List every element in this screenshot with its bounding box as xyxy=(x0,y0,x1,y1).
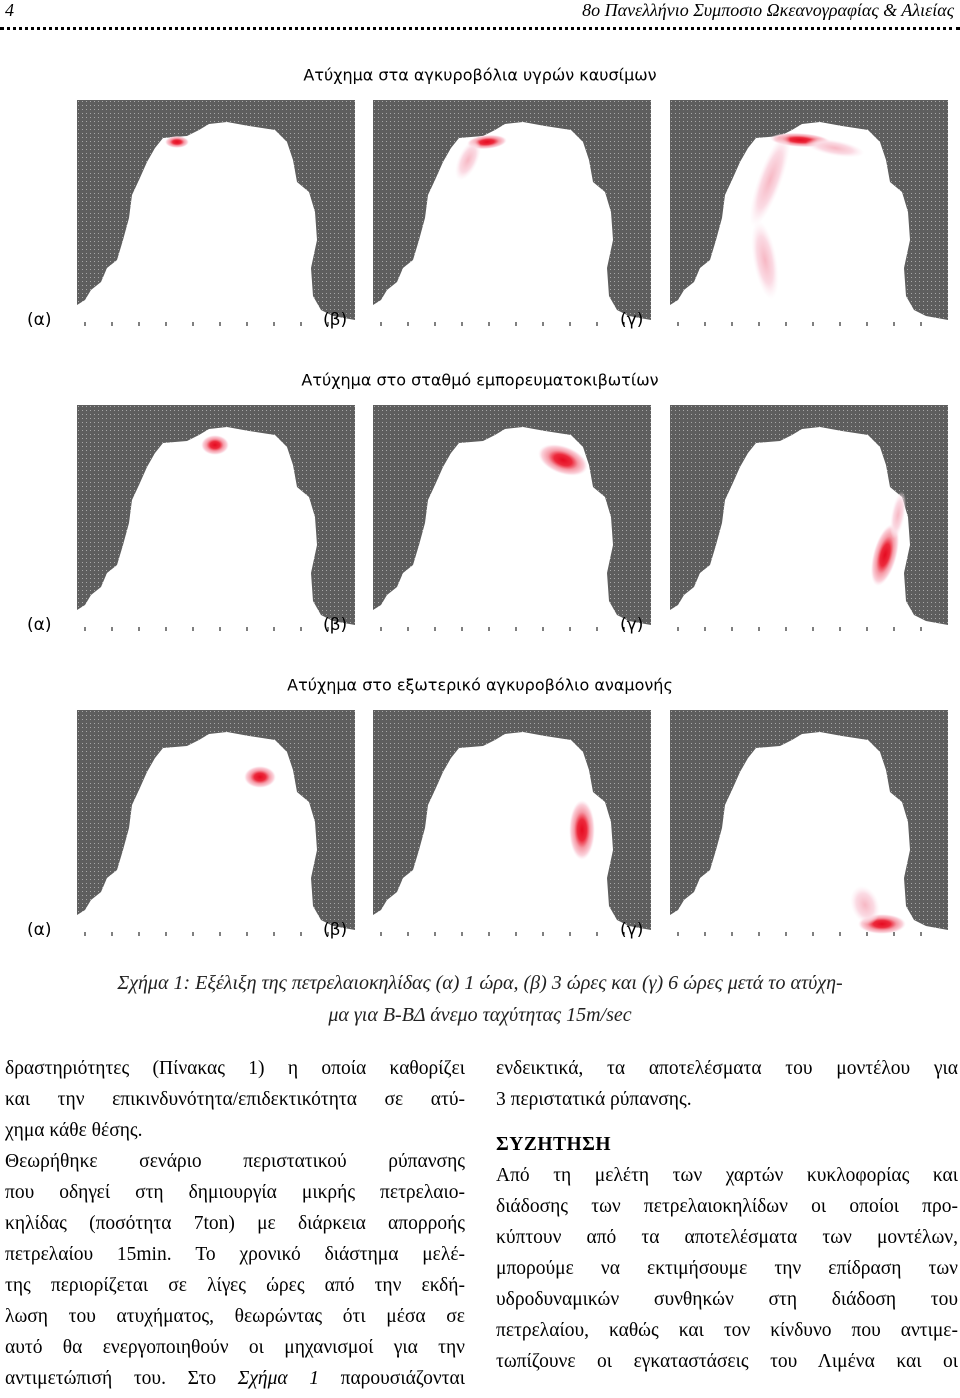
section-heading: ΣΥΖΗΤΗΣΗ xyxy=(496,1134,612,1155)
header-rule xyxy=(0,27,960,30)
text-line: Από τη μελέτη των χαρτών κυκλοφορίας και xyxy=(496,1165,958,1186)
text-line: κηλίδας (ποσότητα 7ton) με διάρκεια απορ… xyxy=(5,1213,465,1234)
text-line: 3 περιστατικά ρύπανσης. xyxy=(496,1089,692,1110)
text-line: ενδεικτικά, τα αποτελέσματα του μοντέλου… xyxy=(496,1058,958,1079)
panel-label: (β) xyxy=(323,310,347,330)
oil-spill xyxy=(201,435,229,455)
text-line: τωπίζουνε οι εγκαταστάσεις του Λιμένα κα… xyxy=(496,1351,958,1372)
sea xyxy=(670,427,948,641)
oil-spill xyxy=(751,220,779,300)
oil-spill xyxy=(870,523,900,587)
text-line: πετρελαίου, καθώς και τον κίνδυνο που αν… xyxy=(496,1320,958,1341)
panel-label: (γ) xyxy=(620,615,643,635)
panel-label: (β) xyxy=(323,615,347,635)
oil-spill xyxy=(749,132,791,228)
figure: Ατύχημα στα αγκυροβόλια υγρών καυσίμων (α… xyxy=(27,65,948,946)
figure-row-title: Ατύχημα στα αγκυροβόλια υγρών καυσίμων xyxy=(303,66,656,85)
text-line: δραστηριότητες (Πίνακας 1) η οποία καθορ… xyxy=(5,1058,465,1079)
journal-title: 8ο Πανελλήνιο Συμποσιο Ωκεανογραφίας & Α… xyxy=(582,0,954,20)
panel-label: (γ) xyxy=(620,920,643,940)
sea xyxy=(373,427,651,641)
sea xyxy=(373,732,651,946)
oil-spill xyxy=(850,885,880,925)
figure-row-title: Ατύχημα στο εξωτερικό αγκυροβόλιο αναμον… xyxy=(287,676,673,695)
map-panel xyxy=(670,710,948,946)
map-panel xyxy=(77,405,355,641)
figure-row-title: Ατύχημα στο σταθμό εμπορευματοκιβωτίων xyxy=(301,371,658,390)
panel-label: (α) xyxy=(27,920,51,940)
text-line: και την επικινδυνότητα/επιδεκτικότητα σε… xyxy=(5,1089,465,1110)
oil-spill xyxy=(569,800,595,860)
panel-label: (β) xyxy=(323,920,347,940)
page-number: 4 xyxy=(5,0,14,20)
text-line: χημα κάθε θέσης. xyxy=(5,1120,143,1141)
oil-spill xyxy=(538,444,588,476)
oil-spill xyxy=(805,138,865,158)
sea xyxy=(373,122,651,336)
map-panel xyxy=(77,100,355,336)
text-line: αντιμετώπισή του. Στο Σχήμα 1 παρουσιάζο… xyxy=(5,1363,465,1394)
oil-spill xyxy=(889,491,907,539)
map-panel xyxy=(670,100,948,336)
map-panel xyxy=(670,405,948,641)
sea xyxy=(77,732,355,946)
text-line: αυτό θα ενεργοποιηθούν οι μηχανισμοί για… xyxy=(5,1337,465,1358)
sea xyxy=(77,427,355,641)
map-panel xyxy=(373,100,651,336)
caption-line: μα για Β-ΒΔ άνεμο ταχύτητας 15m/sec xyxy=(328,1004,632,1026)
map-panel xyxy=(373,405,651,641)
text-line: της περιορίζεται σε λίγες ώρες από την ε… xyxy=(5,1275,465,1296)
text-line: πετρελαίου 15min. Το χρονικό διάστημα με… xyxy=(5,1244,465,1265)
oil-spill xyxy=(244,766,276,788)
text-line: λωση του ατυχήματος, θεωρώντας ότι μέσα … xyxy=(5,1306,465,1327)
oil-spill xyxy=(165,136,189,148)
text-line: υδροδυναμικών συνθηκών στη διάδοση του xyxy=(496,1289,958,1310)
panel-label: (γ) xyxy=(620,310,643,330)
text-line: κύπτουν από τα αποτελέσματα των μοντέλων… xyxy=(496,1227,958,1248)
left-column: δραστηριότητες (Πίνακας 1) η οποία καθορ… xyxy=(5,1053,465,1394)
text-run: παρουσιάζονται xyxy=(340,1368,465,1389)
sea xyxy=(77,122,355,336)
sea xyxy=(670,122,948,336)
text-line: μπορούμε να εκτιμήσουμε την επίδραση των xyxy=(496,1258,958,1279)
panel-label: (α) xyxy=(27,615,51,635)
map-panel xyxy=(373,710,651,946)
text-line: που οδηγεί στη δημιουργία μικρής πετρελα… xyxy=(5,1182,465,1203)
right-column: ενδεικτικά, τα αποτελέσματα του μοντέλου… xyxy=(496,1053,958,1377)
text-run: αντιμετώπισή του. Στο xyxy=(5,1368,217,1389)
caption-line: Σχήμα 1: Εξέλιξη της πετρελαιοκηλίδας (α… xyxy=(117,972,843,994)
map-panel xyxy=(77,710,355,946)
panel-label: (α) xyxy=(27,310,51,330)
sea xyxy=(670,732,948,946)
emphasis: Σχήμα 1 xyxy=(237,1368,319,1389)
text-line: Θεωρήθηκε σενάριο περιστατικού ρύπανσης xyxy=(5,1151,465,1172)
oil-spill xyxy=(455,139,481,181)
text-line: διάδοσης των πετρελαιοκηλίδων οι οποίοι … xyxy=(496,1196,958,1217)
